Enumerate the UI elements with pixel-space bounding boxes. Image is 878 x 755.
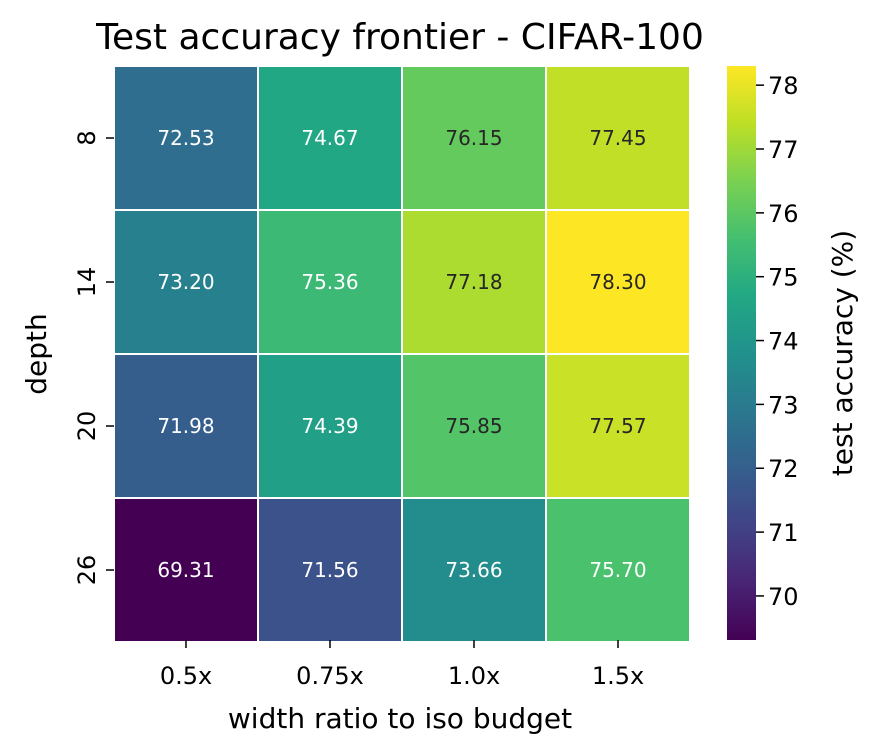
- x-axis-label: width ratio to iso budget: [228, 702, 572, 735]
- colorbar-ticks: 70 71 72 73 74 75 76 77 78: [756, 72, 799, 611]
- x-tick-label: 1.5x: [592, 662, 644, 690]
- chart-title: Test accuracy frontier - CIFAR-100: [95, 17, 704, 58]
- cell-value-label: 77.57: [589, 414, 646, 438]
- colorbar-tick-label: 77: [768, 136, 799, 164]
- colorbar-tick-label: 75: [768, 264, 799, 292]
- x-axis-ticks: 0.5x 0.75x 1.0x 1.5x: [160, 640, 644, 690]
- y-axis-ticks: 8 14 20 26: [73, 130, 114, 585]
- cell-value-label: 75.36: [301, 270, 358, 294]
- cell-value-label: 77.45: [589, 126, 646, 150]
- y-tick-label: 14: [73, 267, 101, 298]
- x-tick-label: 0.75x: [296, 662, 364, 690]
- colorbar-tick-label: 78: [768, 72, 799, 100]
- y-axis-label: depth: [20, 313, 53, 395]
- heatmap-cell: [257, 209, 403, 355]
- y-tick-label: 8: [73, 130, 101, 145]
- heatmap-cell: [113, 65, 259, 211]
- y-tick-label: 20: [73, 411, 101, 442]
- cell-value-label: 74.39: [301, 414, 358, 438]
- cell-value-label: 75.85: [445, 414, 502, 438]
- cell-value-label: 74.67: [301, 126, 358, 150]
- cell-value-label: 69.31: [157, 558, 214, 582]
- heatmap-cell: [257, 65, 403, 211]
- cell-value-label: 71.56: [301, 558, 358, 582]
- colorbar-tick-label: 73: [768, 391, 799, 419]
- colorbar-label: test accuracy (%): [826, 230, 859, 476]
- heatmap-cell: [545, 353, 691, 499]
- y-tick-label: 26: [73, 555, 101, 586]
- cell-value-label: 76.15: [445, 126, 502, 150]
- colorbar-tick-label: 76: [768, 200, 799, 228]
- x-tick-label: 0.5x: [160, 662, 212, 690]
- heatmap-cell: [257, 497, 403, 643]
- colorbar: [727, 66, 756, 640]
- cell-value-label: 71.98: [157, 414, 214, 438]
- colorbar-tick-label: 70: [768, 583, 799, 611]
- cell-value-label: 77.18: [445, 270, 502, 294]
- heatmap-cell: [257, 353, 403, 499]
- heatmap-cell: [545, 209, 691, 355]
- heatmap-cells: 72.53 74.67 76.15 77.45 73.20 75.36 77.18 78.30…: [113, 65, 691, 643]
- colorbar-tick-label: 71: [768, 519, 799, 547]
- colorbar-tick-label: 72: [768, 455, 799, 483]
- x-tick-label: 1.0x: [448, 662, 500, 690]
- colorbar-tick-label: 74: [768, 328, 799, 356]
- cell-value-label: 72.53: [157, 126, 214, 150]
- cell-value-label: 73.20: [157, 270, 214, 294]
- cell-value-label: 75.70: [589, 558, 646, 582]
- cell-value-label: 73.66: [445, 558, 502, 582]
- heatmap-cell: [545, 65, 691, 211]
- cell-value-label: 78.30: [589, 270, 646, 294]
- heatmap-cell: [401, 65, 547, 211]
- heatmap-cell: [545, 497, 691, 643]
